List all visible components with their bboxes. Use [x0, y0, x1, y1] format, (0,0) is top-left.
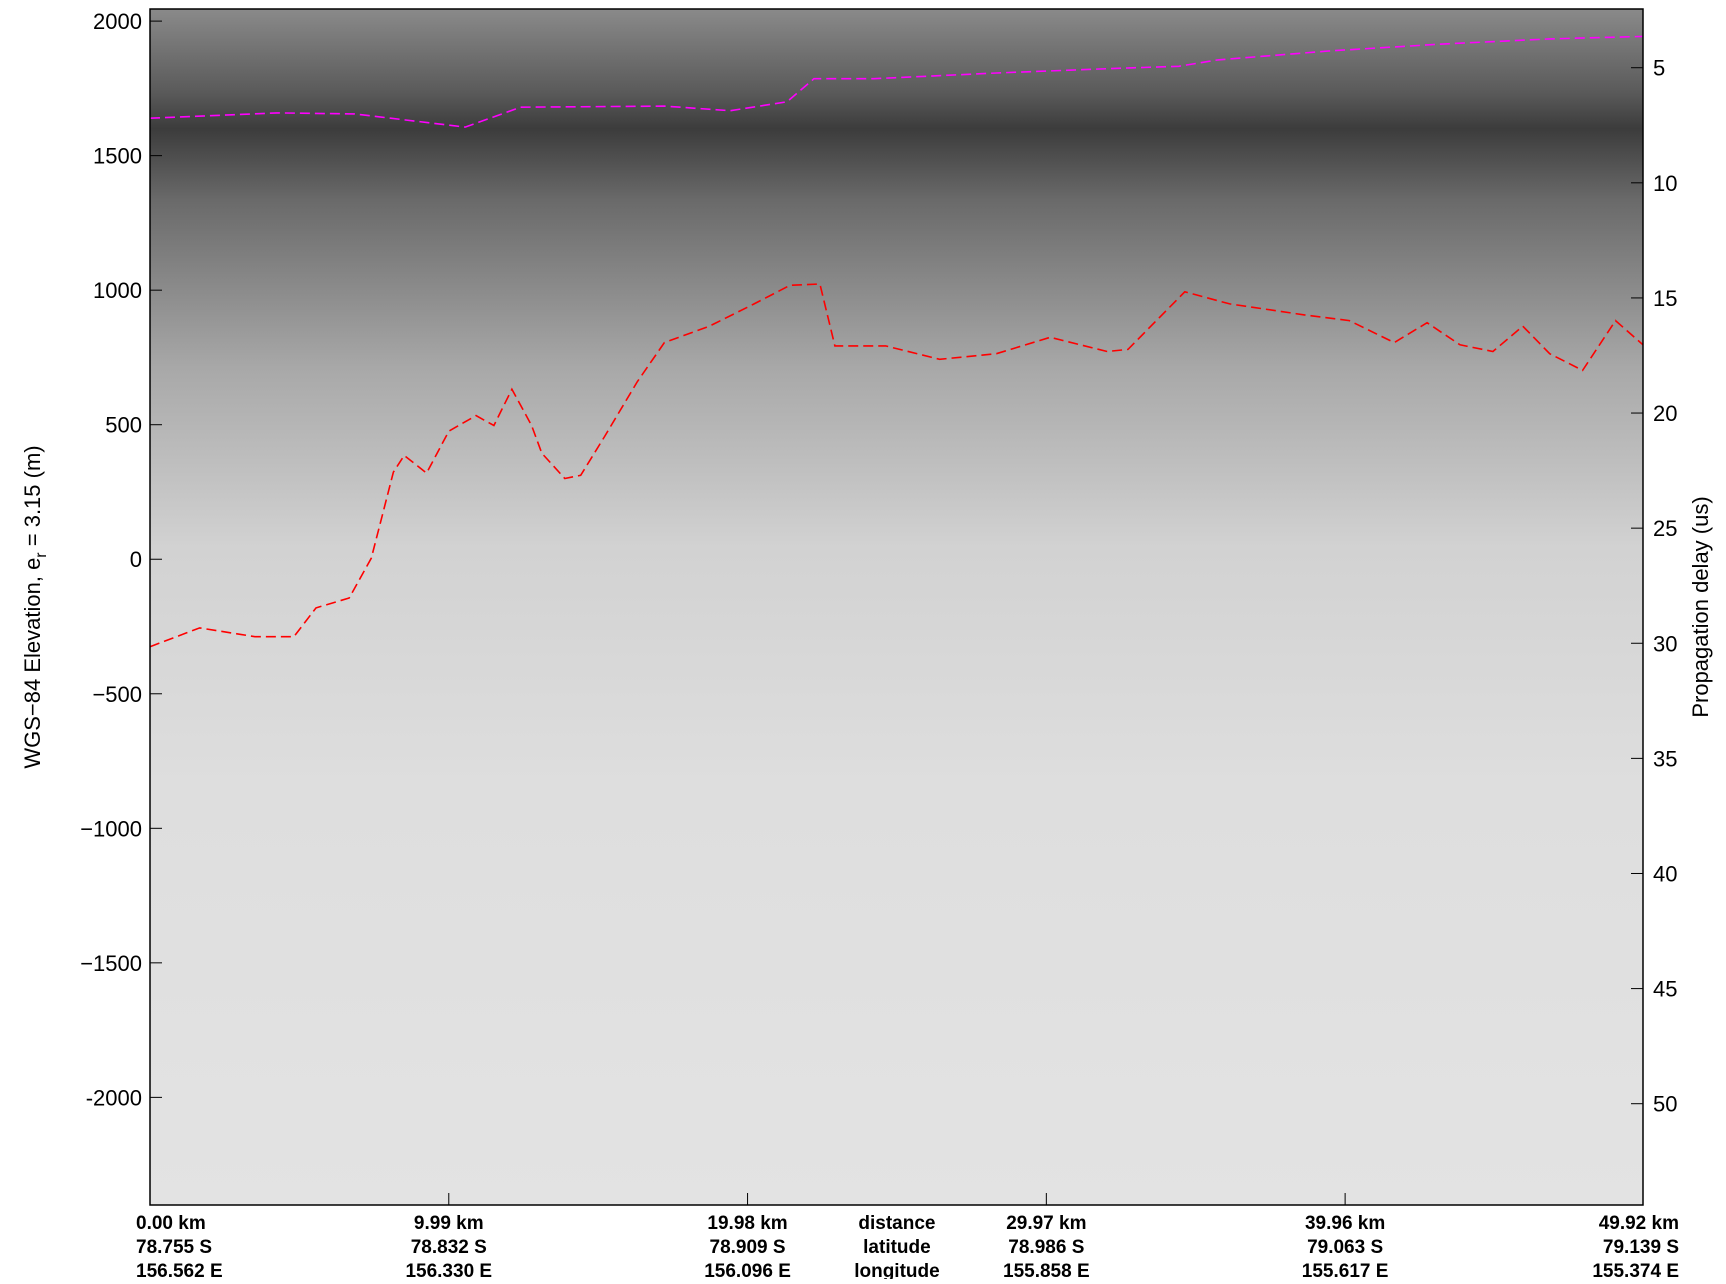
echogram [150, 9, 1643, 1205]
latitude-label: 79.063 S [1307, 1237, 1383, 1258]
row-label: distance [858, 1213, 935, 1234]
y2-axis-label: Propagation delay (us) [1688, 496, 1713, 717]
plot-frame [149, 8, 1644, 1206]
y2-tick-label: 45 [1653, 977, 1677, 1002]
y-tick-label: 0 [130, 547, 142, 572]
latitude-label: 78.909 S [710, 1237, 786, 1258]
longitude-label: 156.096 E [704, 1261, 791, 1279]
y2-tick-label: 25 [1653, 516, 1677, 541]
longitude-label: 155.617 E [1302, 1261, 1389, 1279]
y-tick-label: 1000 [93, 278, 142, 303]
y-tick-label: 500 [105, 413, 142, 438]
latitude-label: 78.755 S [136, 1237, 212, 1258]
x-tick-label: 19.98 km [707, 1213, 787, 1234]
row-label: longitude [854, 1261, 939, 1279]
y2-tick-label: 5 [1653, 56, 1665, 81]
y-tick-label: −500 [92, 682, 142, 707]
longitude-label: 156.330 E [405, 1261, 492, 1279]
y2-tick-label: 15 [1653, 286, 1677, 311]
longitude-label: 156.562 E [136, 1261, 223, 1279]
x-tick-label: 29.97 km [1006, 1213, 1086, 1234]
x-tick-label: 39.96 km [1305, 1213, 1385, 1234]
longitude-label: 155.858 E [1003, 1261, 1090, 1279]
latitude-label: 78.832 S [411, 1237, 487, 1258]
longitude-label: 155.374 E [1592, 1261, 1679, 1279]
y2-tick-label: 40 [1653, 861, 1677, 886]
y-axis-label: WGS−84 Elevation, er = 3.15 (m) [20, 445, 50, 768]
x-tick-label: 49.92 km [1599, 1213, 1679, 1234]
latitude-label: 78.986 S [1008, 1237, 1084, 1258]
horizon-line [149, 283, 1644, 648]
y2-tick-label: 20 [1653, 401, 1677, 426]
y2-tick-label: 35 [1653, 746, 1677, 771]
y-tick-label: 1500 [93, 144, 142, 169]
y-tick-label: 2000 [93, 9, 142, 34]
row-label: latitude [863, 1237, 931, 1258]
x-tick-label: 0.00 km [136, 1213, 206, 1234]
y2-tick-label: 30 [1653, 631, 1677, 656]
y-tick-label: −1500 [80, 951, 142, 976]
y-tick-label: -2000 [86, 1085, 142, 1110]
x-tick-label: 9.99 km [414, 1213, 484, 1234]
y-tick-label: −1000 [80, 816, 142, 841]
y2-tick-label: 10 [1653, 171, 1677, 196]
horizon-line [149, 35, 1644, 128]
y2-tick-label: 50 [1653, 1092, 1677, 1117]
latitude-label: 79.139 S [1603, 1237, 1679, 1258]
